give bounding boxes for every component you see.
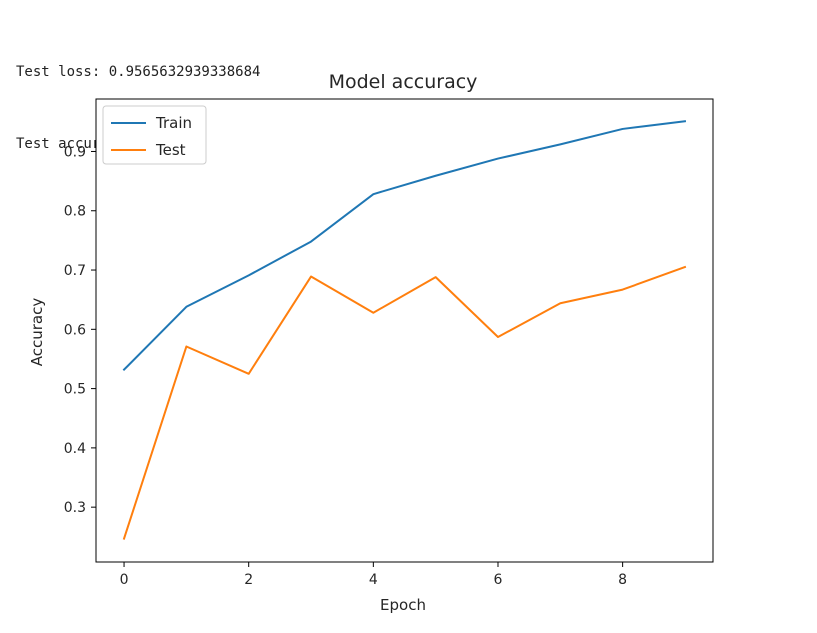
legend-label-test: Test <box>155 141 186 159</box>
x-tick-label: 6 <box>494 572 503 588</box>
x-tick-label: 8 <box>618 572 627 588</box>
y-tick-label: 0.5 <box>64 382 86 398</box>
y-tick-label: 0.3 <box>64 500 86 516</box>
series-line-train <box>122 120 687 372</box>
x-tick-label: 2 <box>244 572 253 588</box>
chart-title: Model accuracy <box>329 71 478 93</box>
y-tick-label: 0.9 <box>64 144 86 160</box>
legend: Train Test <box>102 105 207 165</box>
test-loss-text: Test loss: 0.9565632939338684 <box>16 64 261 80</box>
legend-label-train: Train <box>155 114 192 132</box>
x-tick-label: 4 <box>369 572 378 588</box>
y-tick-label: 0.4 <box>64 441 86 457</box>
plot-area <box>95 98 714 563</box>
x-tick-label: 0 <box>120 572 129 588</box>
x-axis-label: Epoch <box>380 596 426 614</box>
y-tick-label: 0.6 <box>64 322 86 338</box>
y-tick-label: 0.7 <box>64 263 86 279</box>
series-line-test <box>122 265 687 540</box>
y-tick-label: 0.8 <box>64 204 86 220</box>
y-axis: 0.3 0.4 0.5 0.6 0.7 0.8 0.9 <box>64 144 96 516</box>
series-layer <box>122 120 687 540</box>
y-axis-label: Accuracy <box>28 298 46 367</box>
x-axis: 0 2 4 6 8 <box>120 562 627 588</box>
